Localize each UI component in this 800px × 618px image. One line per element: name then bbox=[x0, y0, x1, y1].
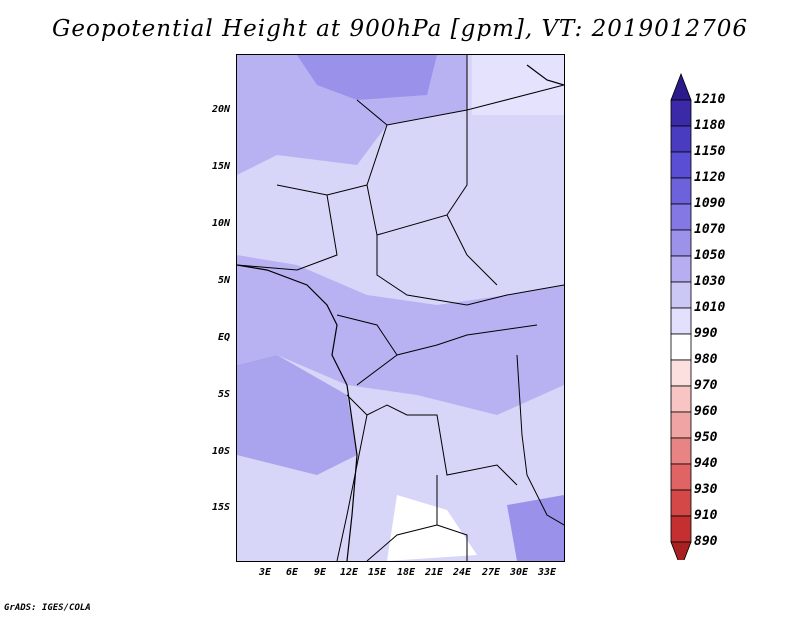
colorbar-level-label: 930 bbox=[694, 482, 718, 497]
colorbar-level-label: 1210 bbox=[694, 92, 726, 107]
colorbar-level-label: 1030 bbox=[694, 274, 726, 289]
colorbar-segment bbox=[670, 359, 692, 387]
field-north-high bbox=[297, 55, 437, 100]
lon-label-24e: 24E bbox=[452, 567, 472, 578]
colorbar-segment bbox=[670, 125, 692, 153]
lat-label-15s: 15S bbox=[211, 502, 230, 513]
colorbar-level-label: 890 bbox=[694, 534, 718, 549]
field-central-band bbox=[237, 255, 564, 415]
colorbar-segment bbox=[670, 99, 692, 127]
lon-label-21e: 21E bbox=[424, 567, 444, 578]
colorbar-segment bbox=[670, 489, 692, 517]
country-borders bbox=[237, 55, 564, 561]
colorbar-segment bbox=[670, 541, 692, 560]
colorbar-level-label: 910 bbox=[694, 508, 718, 523]
chart-title: Geopotential Height at 900hPa [gpm], VT:… bbox=[52, 16, 748, 42]
colorbar-level-label: 1090 bbox=[694, 196, 726, 211]
colorbar-segment bbox=[670, 203, 692, 231]
colorbar-level-label: 1050 bbox=[694, 248, 726, 263]
lon-label-12e: 12E bbox=[339, 567, 359, 578]
lat-label-10s: 10S bbox=[211, 446, 230, 457]
lon-label-33e: 33E bbox=[537, 567, 557, 578]
colorbar-level-label: 1180 bbox=[694, 118, 726, 133]
lon-label-27e: 27E bbox=[481, 567, 501, 578]
lon-label-18e: 18E bbox=[396, 567, 416, 578]
colorbar-segment bbox=[670, 307, 692, 335]
coastlines bbox=[237, 64, 564, 561]
lat-label-eq: EQ bbox=[217, 332, 230, 343]
field-atlantic-band bbox=[237, 355, 357, 475]
colorbar-level-label: 980 bbox=[694, 352, 718, 367]
colorbar-segment bbox=[670, 229, 692, 257]
colorbar bbox=[670, 72, 692, 560]
map-panel bbox=[236, 54, 565, 562]
colorbar-level-label: 970 bbox=[694, 378, 718, 393]
colorbar-segment bbox=[670, 177, 692, 205]
colorbar-segment bbox=[670, 151, 692, 179]
lon-label-30e: 30E bbox=[509, 567, 529, 578]
field-northeast bbox=[472, 55, 564, 115]
colorbar-level-label: 990 bbox=[694, 326, 718, 341]
lat-label-15n: 15N bbox=[211, 161, 230, 172]
colorbar-level-label: 940 bbox=[694, 456, 718, 471]
colorbar-level-label: 1010 bbox=[694, 300, 726, 315]
lon-label-9e: 9E bbox=[313, 567, 327, 578]
lon-label-6e: 6E bbox=[285, 567, 299, 578]
field-southeast-high bbox=[507, 495, 564, 561]
colorbar-level-label: 1150 bbox=[694, 144, 726, 159]
height-field-map bbox=[237, 55, 564, 561]
colorbar-segment bbox=[670, 437, 692, 465]
colorbar-segment bbox=[670, 463, 692, 491]
colorbar-level-label: 950 bbox=[694, 430, 718, 445]
lon-label-3e: 3E bbox=[258, 567, 272, 578]
lat-label-5n: 5N bbox=[217, 275, 230, 286]
lat-label-5s: 5S bbox=[217, 389, 230, 400]
colorbar-segment bbox=[670, 385, 692, 413]
lon-label-15e: 15E bbox=[367, 567, 387, 578]
colorbar-level-label: 1070 bbox=[694, 222, 726, 237]
colorbar-segment bbox=[670, 255, 692, 283]
colorbar-segment bbox=[670, 411, 692, 439]
lat-label-10n: 10N bbox=[211, 218, 230, 229]
lat-label-20n: 20N bbox=[211, 104, 230, 115]
colorbar-segment bbox=[670, 281, 692, 309]
field-low-center bbox=[387, 495, 477, 561]
colorbar-level-label: 1120 bbox=[694, 170, 726, 185]
colorbar-segment bbox=[670, 333, 692, 361]
footer-credit: GrADS: IGES/COLA bbox=[4, 603, 91, 613]
colorbar-segment bbox=[670, 72, 692, 101]
colorbar-level-label: 960 bbox=[694, 404, 718, 419]
colorbar-segment bbox=[670, 515, 692, 543]
